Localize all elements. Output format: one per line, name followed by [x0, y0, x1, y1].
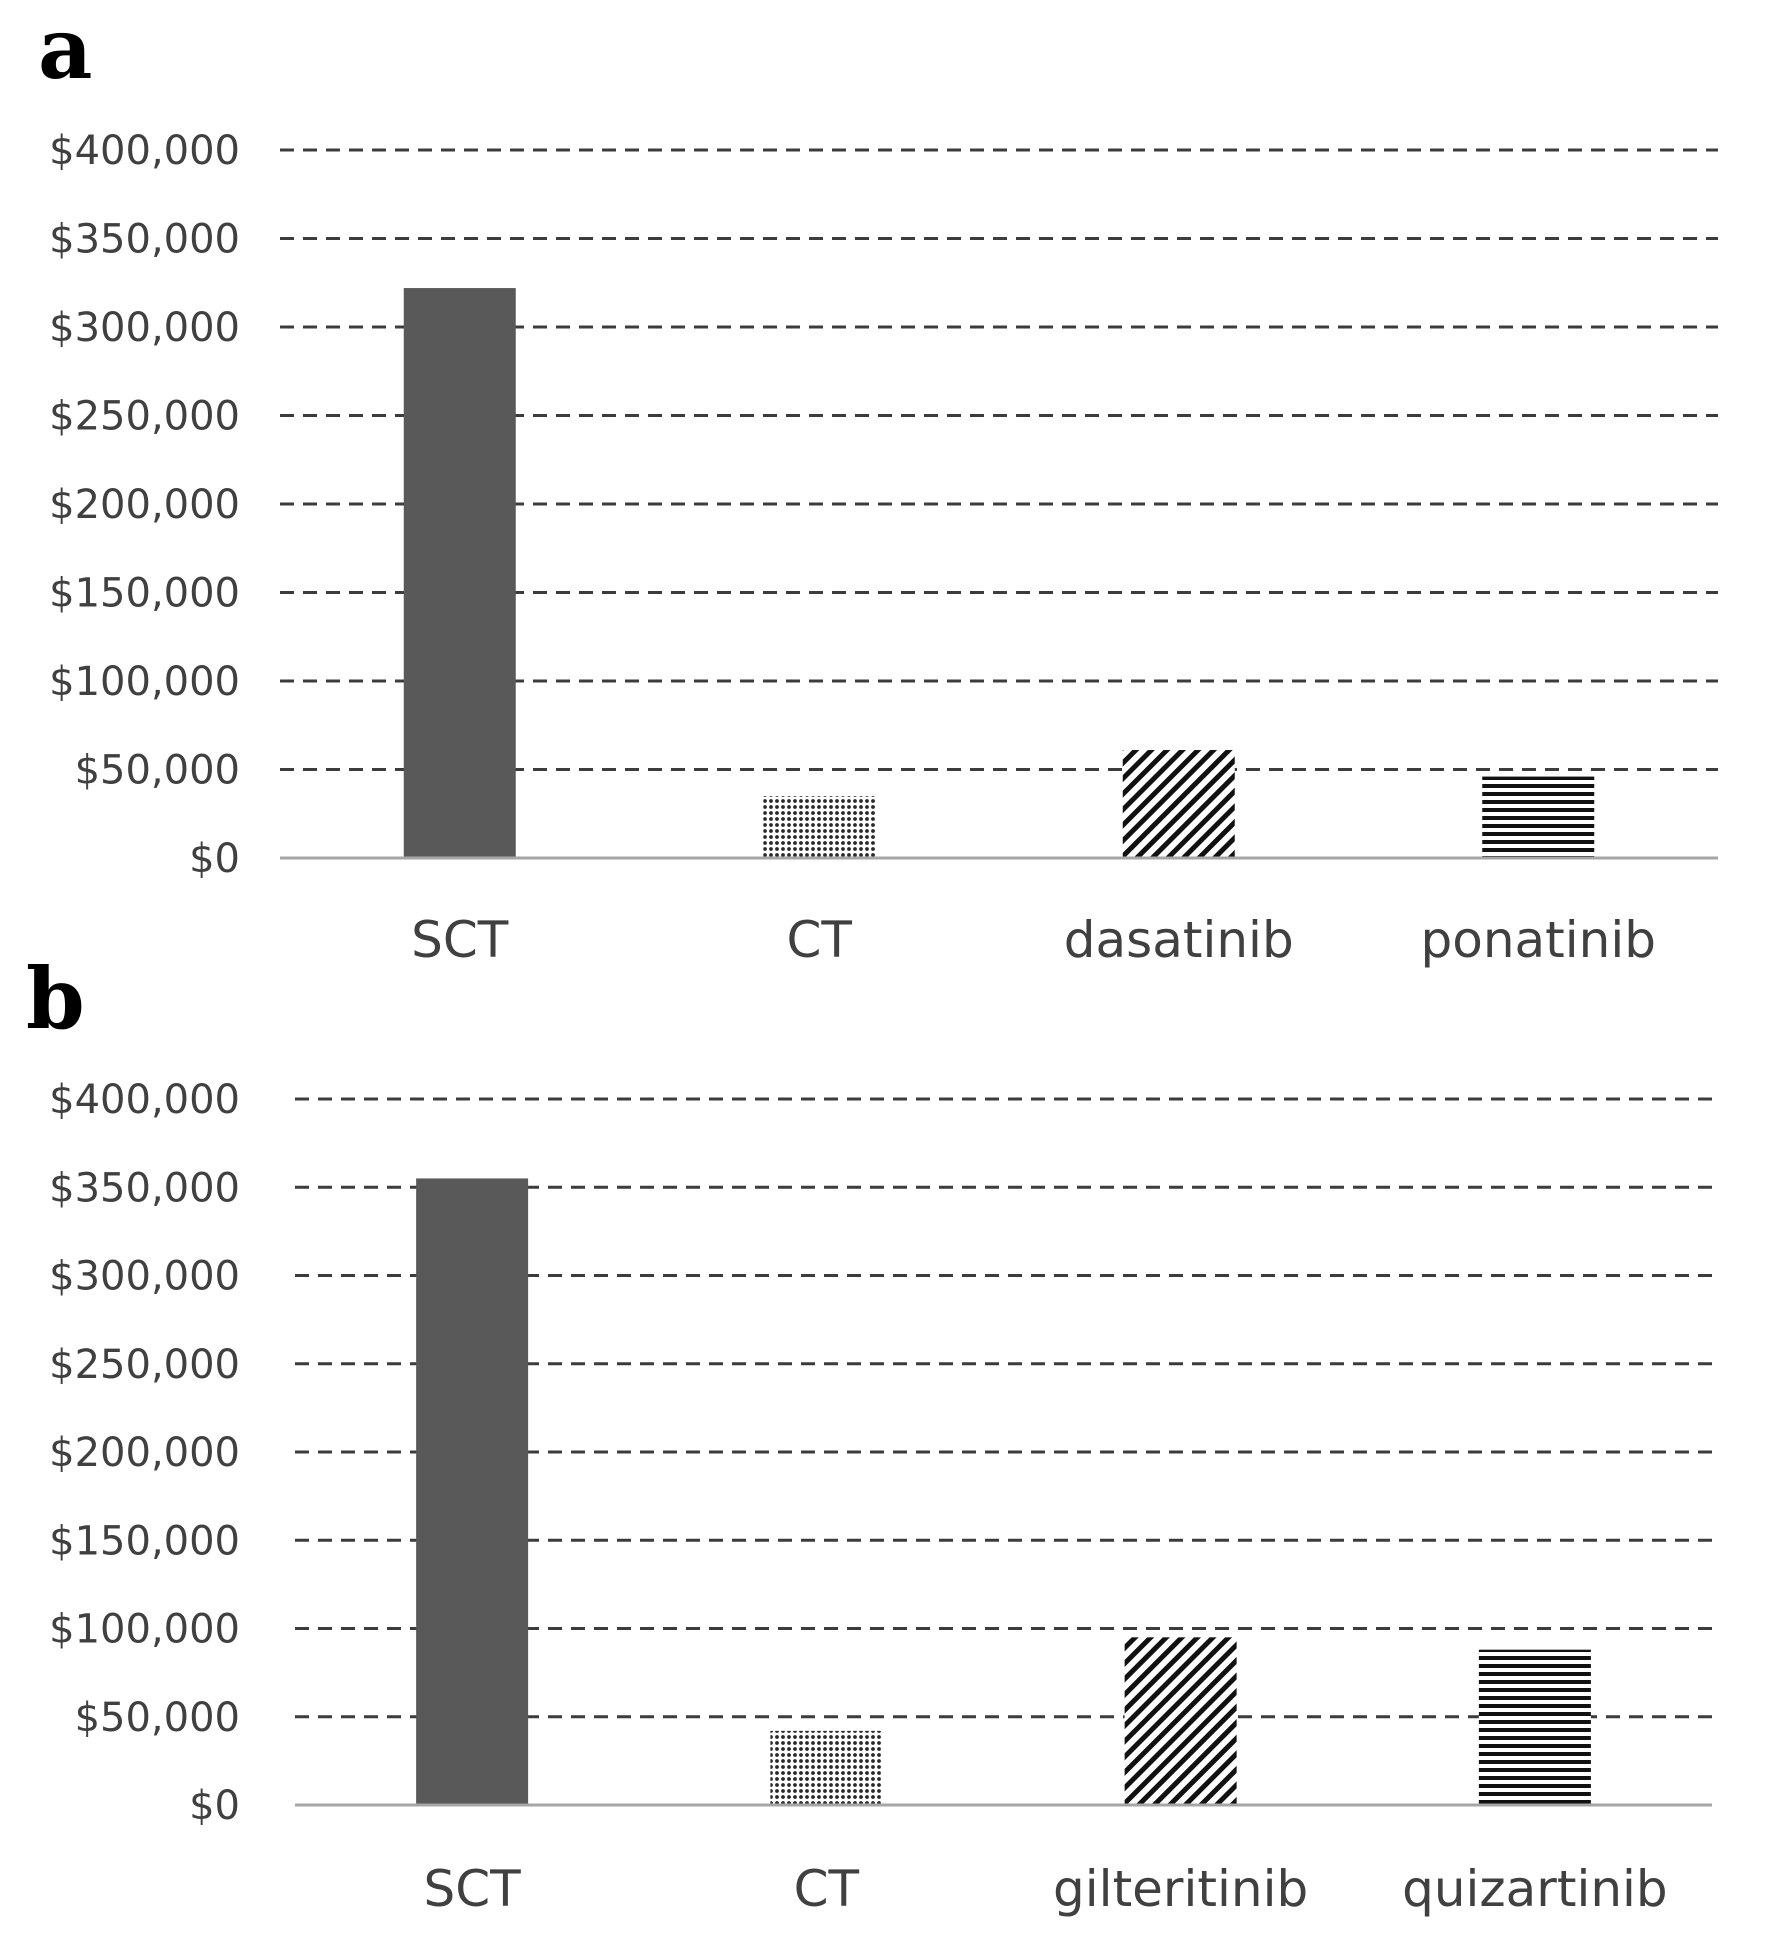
panel-a-ytick-label: $250,000	[49, 394, 240, 440]
panel-a-ytick-label: $0	[189, 836, 240, 882]
panel-b-ytick-label: $100,000	[49, 1607, 240, 1653]
panel-a-xtick-label: dasatinib	[1064, 911, 1294, 969]
panel-b-xtick-label: quizartinib	[1402, 1860, 1668, 1918]
panel-b-bar-sct	[416, 1178, 529, 1805]
panel-b-ytick-label: $150,000	[49, 1518, 240, 1564]
panel-a-ytick-label: $50,000	[75, 748, 240, 794]
panel-b-ytick-label: $50,000	[75, 1695, 240, 1741]
panel-a-xtick-label: ponatinib	[1421, 911, 1656, 969]
panel-a-xtick-label: CT	[787, 911, 853, 969]
panel-a-ytick-label: $400,000	[49, 128, 240, 174]
panel-b-ytick-label: $250,000	[49, 1342, 240, 1388]
panel-b-xtick-label: gilteritinib	[1053, 1860, 1308, 1918]
panel-b-ytick-label: $400,000	[49, 1077, 240, 1123]
panel-b-ytick-label: $0	[189, 1783, 240, 1829]
panel-a-bar-dasatinib	[1122, 750, 1235, 858]
panel-a-ytick-label: $150,000	[49, 571, 240, 617]
panel-a-ytick-label: $200,000	[49, 482, 240, 528]
panel-b-bar-ct	[770, 1730, 883, 1805]
panel-a-bar-ct	[763, 796, 876, 858]
panel-a-ytick-label: $300,000	[49, 305, 240, 351]
panel-b-bar-quizartinib	[1478, 1649, 1591, 1805]
panel-a-chart: $0 $50,000 $100,000 $150,000 $200,000 $250,00…	[49, 128, 1718, 969]
panel-b-chart: $0 $50,000 $100,000 $150,000 $200,000 $250,00…	[49, 1077, 1712, 1918]
panel-b-ytick-label: $200,000	[49, 1430, 240, 1476]
panel-b-ytick-label: $350,000	[49, 1165, 240, 1211]
panel-a-bar-sct	[403, 288, 516, 858]
panel-a-xtick-label: SCT	[411, 911, 509, 969]
panel-a-ytick-label: $350,000	[49, 217, 240, 263]
panel-b-bar-gilteritinib	[1124, 1637, 1237, 1805]
panel-a-label: a	[38, 0, 92, 98]
panel-a-ytick-label: $100,000	[49, 659, 240, 705]
panel-b-label: b	[26, 949, 85, 1048]
panel-b-ytick-label: $300,000	[49, 1254, 240, 1300]
panel-a-bar-ponatinib	[1482, 776, 1595, 858]
panel-b-xtick-label: SCT	[424, 1860, 522, 1918]
panel-b-xtick-label: CT	[794, 1860, 860, 1918]
